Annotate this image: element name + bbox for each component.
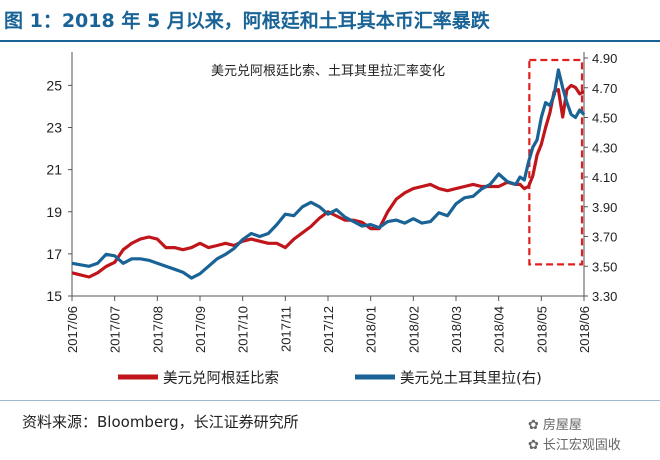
y-left-tick-label: 21 — [46, 162, 62, 178]
watermark: ✿ 房屋屋 ✿ 长江宏观固收 — [528, 416, 652, 456]
y-left-tick-label: 19 — [46, 204, 62, 220]
x-tick-label: 2017/10 — [236, 306, 251, 353]
y-right-tick-label: 3.70 — [592, 230, 617, 245]
series-line-2 — [71, 68, 586, 280]
x-tick-label: 2018/06 — [577, 306, 592, 353]
chart-title: 美元兑阿根廷比索、土耳其里拉汇率变化 — [211, 63, 445, 79]
x-tick-label: 2017/08 — [150, 306, 165, 353]
y-right-tick-label: 4.90 — [592, 51, 617, 66]
x-tick-label: 2018/05 — [534, 306, 549, 353]
y-right-tick-label: 3.90 — [592, 200, 617, 215]
y-left-tick-label: 17 — [46, 246, 62, 262]
x-tick-label: 2018/03 — [449, 306, 464, 353]
x-tick-label: 2017/07 — [108, 306, 123, 353]
footer-divider — [0, 400, 660, 401]
title-divider — [0, 40, 660, 42]
x-tick-label: 2017/06 — [65, 306, 80, 353]
x-tick-label: 2018/02 — [406, 306, 421, 353]
y-left-tick-label: 25 — [46, 77, 62, 93]
x-tick-label: 2017/12 — [321, 306, 336, 353]
watermark-line-2: 长江宏观固收 — [542, 438, 621, 453]
wechat-icon-2: ✿ — [528, 438, 539, 453]
y-right-tick-label: 4.30 — [592, 140, 617, 155]
page-title: 图 1：2018 年 5 月以来，阿根廷和土耳其本币汇率暴跌 — [4, 10, 490, 32]
series-line-1 — [71, 83, 585, 279]
y-left-tick-label: 23 — [46, 120, 62, 136]
wechat-icon: ✿ — [528, 418, 539, 433]
legend-label-2: 美元兑土耳其里拉(右) — [400, 370, 542, 387]
y-right-tick-label: 3.30 — [592, 289, 617, 304]
watermark-line-1: 房屋屋 — [542, 418, 582, 433]
y-right-tick-label: 4.70 — [592, 81, 617, 96]
y-left-tick-label: 15 — [46, 288, 62, 304]
x-tick-label: 2017/11 — [278, 306, 293, 352]
x-tick-label: 2018/01 — [364, 306, 379, 353]
y-right-tick-label: 3.50 — [592, 259, 617, 274]
line-chart: 15 17 19 21 23 25 3.30 3.50 3.70 3.90 4.10 4.30 4.50… — [46, 51, 617, 387]
x-tick-label: 2017/09 — [193, 306, 208, 353]
y-right-tick-label: 4.50 — [592, 111, 617, 126]
y-right-tick-label: 4.10 — [592, 170, 617, 185]
x-tick-label: 2018/04 — [492, 306, 507, 353]
legend-label-1: 美元兑阿根廷比索 — [163, 370, 279, 387]
source-note: 资料来源：Bloomberg，长江证券研究所 — [22, 413, 299, 431]
